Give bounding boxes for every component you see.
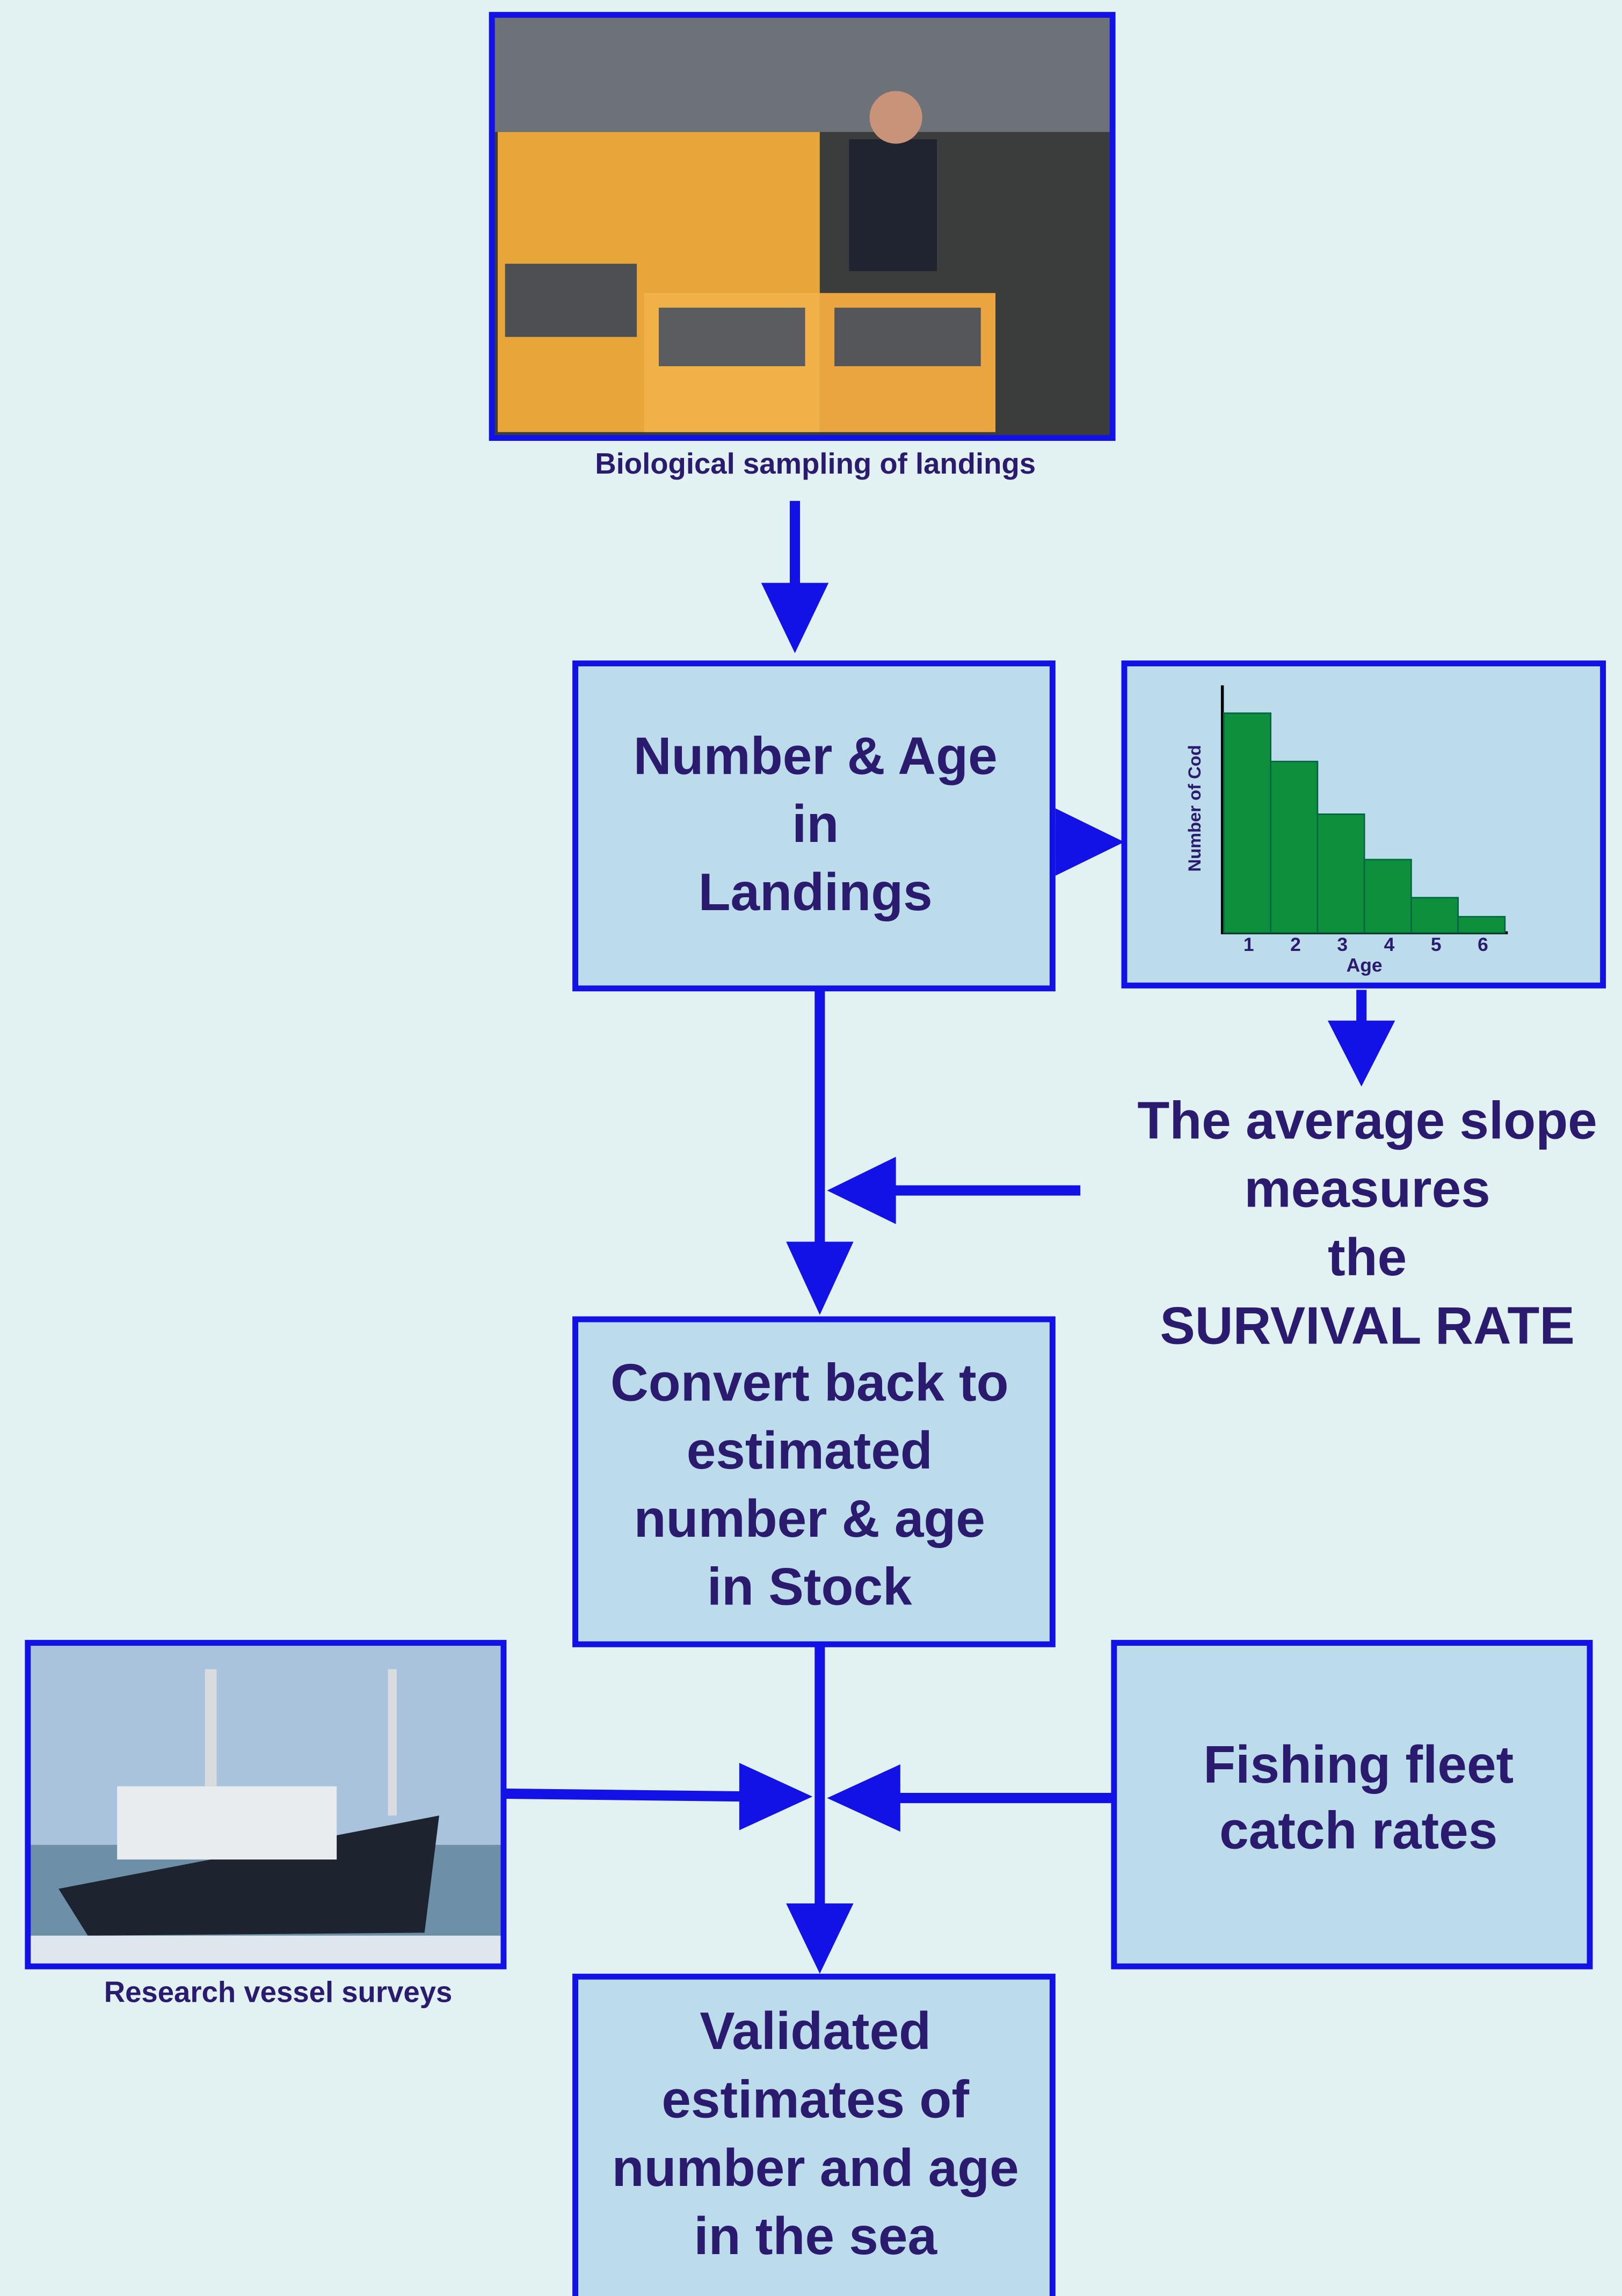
x-tick-label: 2 xyxy=(1290,934,1301,955)
node-text: estimated xyxy=(687,1421,933,1480)
node-text: Convert back to xyxy=(610,1353,1009,1412)
node-text: in the sea xyxy=(694,2206,937,2265)
y-axis-label: Number of Cod xyxy=(1184,745,1204,871)
x-tick-label: 6 xyxy=(1478,934,1488,955)
node-text: in xyxy=(792,794,839,853)
bar xyxy=(1364,860,1411,933)
caption: Biological sampling of landings xyxy=(595,447,1036,480)
node-text: The average slope xyxy=(1137,1091,1597,1150)
node-text: Number & Age xyxy=(634,726,998,785)
ship-photo xyxy=(28,1643,504,1967)
node-text: Validated xyxy=(700,2001,931,2060)
x-tick-label: 3 xyxy=(1337,934,1348,955)
node-text: catch rates xyxy=(1219,1801,1497,1860)
x-tick-label: 1 xyxy=(1243,934,1254,955)
bar xyxy=(1271,761,1318,933)
node-text: the xyxy=(1328,1227,1407,1287)
node-text: estimates of xyxy=(661,2070,969,2129)
landings-photo xyxy=(492,15,1112,438)
node-text: SURVIVAL RATE xyxy=(1160,1296,1575,1355)
node-text: measures xyxy=(1244,1159,1490,1218)
x-tick-label: 5 xyxy=(1431,934,1442,955)
bar xyxy=(1318,814,1364,933)
node-text: in Stock xyxy=(707,1557,912,1616)
node-text: number & age xyxy=(634,1489,985,1548)
node-text: Landings xyxy=(699,862,933,921)
x-tick-label: 4 xyxy=(1384,934,1395,955)
node-text: number and age xyxy=(612,2138,1019,2197)
diagram: Biological sampling of landings Research… xyxy=(0,0,1622,2296)
bar xyxy=(1411,898,1458,933)
node-text: Fishing fleet xyxy=(1203,1735,1514,1794)
bar xyxy=(1458,917,1505,933)
bar xyxy=(1224,713,1270,933)
x-axis-label: Age xyxy=(1347,954,1383,976)
caption: Research vessel surveys xyxy=(104,1975,453,2008)
